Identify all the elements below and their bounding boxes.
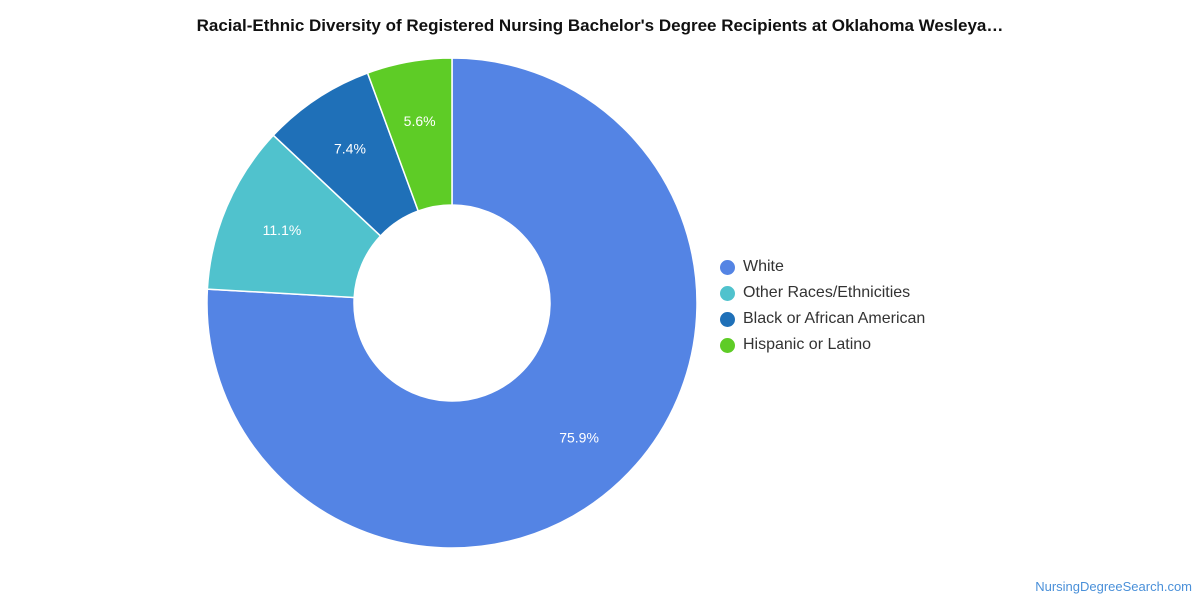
slice-hispanic-label: 5.6% (404, 113, 436, 129)
slice-white[interactable] (206, 57, 698, 549)
chart-legend: White Other Races/Ethnicities Black or A… (720, 254, 925, 358)
slice-hispanic[interactable] (366, 57, 453, 212)
slice-white-label: 75.9% (559, 429, 599, 445)
legend-item-other-races[interactable]: Other Races/Ethnicities (720, 280, 925, 306)
slice-other-races[interactable] (206, 134, 382, 299)
legend-label: Black or African American (743, 310, 926, 327)
legend-item-white[interactable]: White (720, 254, 925, 280)
legend-swatch (720, 259, 735, 275)
legend-label: Other Races/Ethnicities (743, 284, 911, 301)
chart-title: Racial-Ethnic Diversity of Registered Nu… (196, 16, 1004, 35)
slice-other-races-label: 11.1% (263, 222, 302, 238)
legend-label: White (743, 258, 784, 275)
legend-item-black[interactable]: Black or African American (720, 306, 925, 332)
slice-black-label: 7.4% (334, 141, 366, 157)
legend-label: Hispanic or Latino (743, 336, 872, 353)
legend-swatch (720, 285, 735, 301)
legend-item-hispanic[interactable]: Hispanic or Latino (720, 332, 925, 358)
legend-swatch (720, 337, 735, 353)
legend-swatch (720, 311, 735, 327)
source-link[interactable]: NursingDegreeSearch.com (1035, 579, 1192, 594)
